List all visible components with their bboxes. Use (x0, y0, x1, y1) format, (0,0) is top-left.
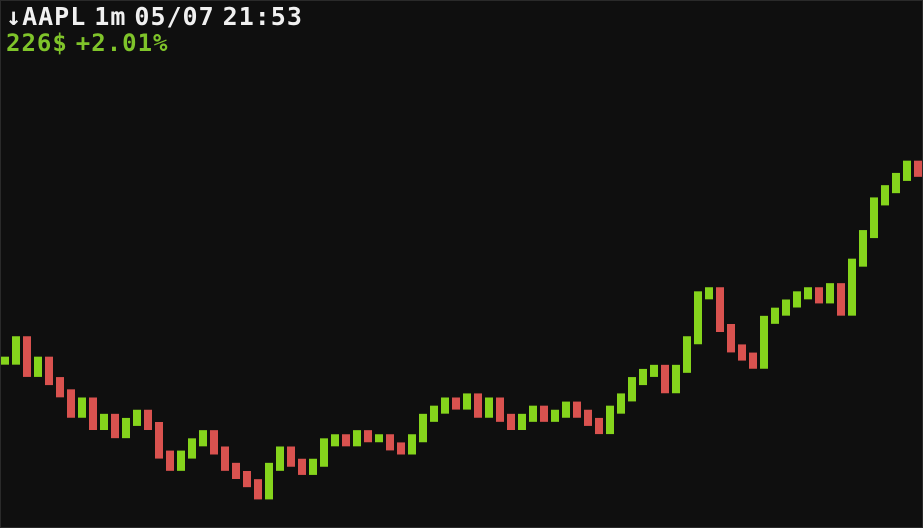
price-segment (265, 462, 273, 500)
change-percent: +2.01% (75, 29, 169, 57)
price-segment (441, 397, 449, 414)
price-segment (705, 287, 713, 300)
price-segment (738, 344, 746, 361)
chart-header: ↓AAPL 1m 05/07 21:53 226$ +2.01% (6, 4, 311, 57)
price-segment (474, 393, 482, 418)
price-segment (210, 430, 218, 455)
title-row: ↓AAPL 1m 05/07 21:53 (6, 4, 311, 30)
price-segment (298, 458, 306, 475)
price-segment (595, 417, 603, 435)
price-segment (837, 283, 845, 316)
price-segment (815, 287, 823, 304)
price-segment (826, 283, 834, 304)
price-segment (848, 258, 856, 316)
ticker-symbol: AAPL (22, 2, 87, 31)
price-segment (661, 364, 669, 394)
price-segment (727, 324, 735, 353)
price-segment (892, 172, 900, 194)
price-segment (749, 352, 757, 369)
price-segment (639, 368, 647, 386)
price-segment (430, 405, 438, 422)
price-segment (276, 446, 284, 471)
price-segment (793, 291, 801, 308)
price-segment (628, 377, 636, 402)
price-segment (694, 291, 702, 345)
price-segment (452, 397, 460, 410)
price-segment (45, 356, 53, 386)
price-segment (881, 185, 889, 206)
interval-label: 1m (94, 2, 127, 31)
price-segment (903, 160, 911, 181)
price-segment (1, 356, 9, 365)
price-segment (166, 450, 174, 471)
price-segment (78, 397, 86, 418)
price-segment (584, 409, 592, 426)
price-segment (342, 434, 350, 447)
price-segment (804, 287, 812, 300)
price-segment (419, 413, 427, 443)
price-segment (408, 434, 416, 455)
price-segment (760, 315, 768, 369)
price-segment (144, 409, 152, 430)
price-segment (364, 430, 372, 443)
price-segment (23, 336, 31, 377)
price-segment (122, 417, 130, 439)
price-segment (617, 393, 625, 414)
price-segment (551, 409, 559, 422)
price-segment (320, 438, 328, 467)
price-segment (782, 299, 790, 316)
price-segment (529, 405, 537, 422)
price-segment (243, 471, 251, 488)
price-segment (254, 479, 262, 500)
price-segment (463, 393, 471, 410)
price-segment (12, 336, 20, 365)
price-segment (683, 336, 691, 373)
price-segment (562, 401, 570, 418)
date-label: 05/07 (134, 2, 215, 31)
price-segment (507, 413, 515, 430)
price-segment (67, 389, 75, 418)
price-segment (177, 450, 185, 471)
price-segment (331, 434, 339, 447)
price-segment (540, 405, 548, 422)
price-value: 226$ (6, 29, 68, 57)
price-segment (111, 413, 119, 439)
price-segment (375, 434, 383, 443)
price-segment (496, 397, 504, 422)
price-row: 226$ +2.01% (6, 30, 311, 56)
price-segment (859, 230, 867, 267)
price-segment (287, 446, 295, 467)
price-segment (870, 197, 878, 239)
price-segment (716, 287, 724, 332)
price-segment (672, 364, 680, 394)
time-label: 21:53 (222, 2, 303, 31)
price-segment (573, 401, 581, 418)
price-segment (397, 442, 405, 455)
price-segment (914, 160, 922, 177)
price-segment (232, 462, 240, 479)
price-segment (221, 446, 229, 471)
price-segment (155, 422, 163, 459)
price-segment (309, 458, 317, 475)
price-segment (485, 397, 493, 418)
price-segment (188, 438, 196, 459)
price-segment (353, 430, 361, 447)
price-segment (771, 307, 779, 324)
price-segment (56, 377, 64, 398)
price-segment (89, 397, 97, 430)
price-segment (133, 409, 141, 426)
price-segment (199, 430, 207, 447)
price-segment (650, 364, 658, 377)
price-segment (518, 413, 526, 430)
price-segment (34, 356, 42, 377)
trend-arrow-icon: ↓ (6, 2, 23, 31)
price-segment (100, 413, 108, 430)
price-segment (386, 434, 394, 451)
price-segment (606, 405, 614, 435)
